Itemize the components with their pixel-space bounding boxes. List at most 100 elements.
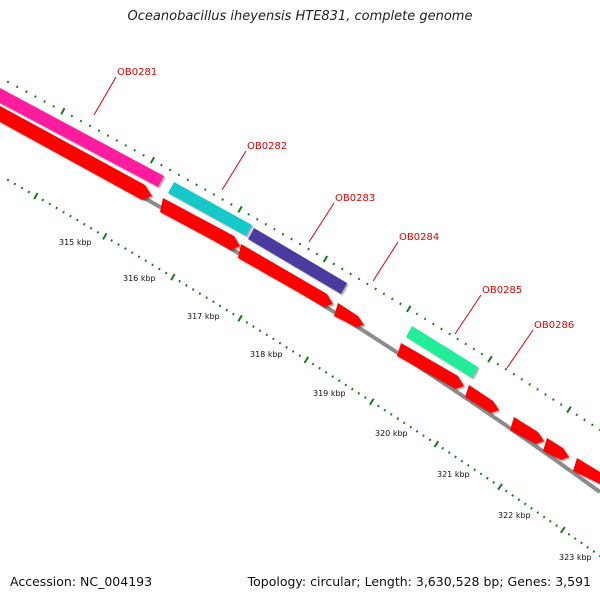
minor-tick [97, 129, 101, 133]
minor-tick [6, 178, 10, 182]
minor-tick [485, 476, 489, 480]
minor-tick [203, 188, 207, 192]
minor-tick [479, 472, 483, 476]
minor-tick [13, 182, 17, 186]
minor-tick [441, 446, 445, 450]
minor-tick [575, 413, 579, 417]
kbp-label: 318 kbp [250, 350, 283, 359]
gene-label-ob0284[interactable]: OB0284 [399, 232, 439, 243]
minor-tick [212, 193, 216, 196]
minor-tick [124, 144, 128, 147]
minor-tick [106, 134, 110, 138]
minor-tick [265, 333, 269, 337]
minor-tick [586, 545, 590, 549]
minor-tick [142, 153, 145, 157]
minor-tick [255, 217, 259, 221]
minor-tick [34, 95, 37, 99]
callout-line [93, 76, 117, 116]
minor-tick [580, 541, 583, 545]
kbp-label: 323 kbp [559, 553, 592, 562]
minor-tick [466, 464, 470, 467]
outer-tick-ring [6, 80, 600, 432]
minor-tick [366, 282, 369, 286]
minor-tick [20, 186, 24, 190]
kbp-label: 319 kbp [313, 389, 346, 398]
minor-tick [496, 362, 500, 366]
gene-label-ob0286[interactable]: OB0286 [534, 320, 574, 331]
minor-tick [218, 304, 222, 308]
inner-tick-ring [6, 178, 600, 558]
major-tick [237, 205, 243, 213]
minor-tick [383, 408, 387, 412]
minor-tick [258, 329, 262, 333]
minor-tick [551, 398, 555, 401]
minor-tick [160, 163, 163, 167]
minor-tick [96, 230, 100, 234]
minor-tick [225, 308, 229, 312]
minor-tick [48, 202, 52, 206]
minor-tick [590, 423, 594, 427]
minor-tick [110, 239, 113, 242]
minor-tick [6, 80, 10, 84]
minor-tick [130, 251, 134, 255]
gene-bar-ob0281[interactable] [0, 88, 164, 187]
minor-tick [511, 493, 515, 497]
minor-tick [592, 550, 596, 554]
minor-tick [331, 375, 335, 378]
minor-tick [363, 396, 367, 399]
minor-tick [76, 218, 79, 222]
minor-tick [555, 524, 558, 528]
cds-arrow [334, 303, 364, 327]
gene-bar-ob0285[interactable] [406, 326, 478, 378]
minor-tick [447, 451, 451, 454]
gene-label-ob0281[interactable]: OB0281 [117, 67, 157, 78]
minor-tick [27, 190, 31, 194]
minor-tick [205, 296, 208, 300]
minor-tick [340, 267, 344, 271]
minor-tick [115, 139, 119, 142]
minor-tick [307, 247, 310, 251]
minor-tick [440, 327, 443, 331]
gene-label-ob0285[interactable]: OB0285 [482, 285, 522, 296]
minor-tick [79, 119, 83, 123]
minor-tick [55, 206, 58, 210]
minor-tick [456, 337, 460, 341]
minor-tick [344, 383, 348, 387]
gene-label-ob0283[interactable]: OB0283 [335, 193, 375, 204]
cds-arrow [397, 343, 464, 389]
gene-bar-ob0283[interactable] [248, 228, 347, 294]
minor-tick [517, 498, 521, 502]
gene-bar-ob0282[interactable] [168, 182, 252, 236]
minor-tick [473, 468, 477, 472]
genome-backbone [0, 116, 600, 494]
accession-text: Accession: NC_004193 [10, 574, 153, 589]
minor-tick [573, 537, 577, 540]
major-tick [237, 314, 243, 322]
callout-line [221, 150, 247, 191]
minor-tick [390, 297, 394, 301]
major-tick [433, 440, 440, 448]
minor-tick [520, 377, 524, 381]
minor-tick [247, 212, 250, 216]
minor-tick [492, 481, 496, 484]
minor-tick [185, 283, 188, 287]
major-tick [170, 273, 176, 281]
minor-tick [158, 267, 161, 271]
kbp-label: 315 kbp [59, 238, 92, 247]
major-tick [322, 255, 329, 263]
minor-tick [544, 393, 547, 396]
major-tick [487, 355, 493, 363]
minor-tick [52, 104, 56, 108]
minor-tick [389, 413, 393, 416]
minor-tick [25, 90, 28, 94]
gene-label-ob0282[interactable]: OB0282 [247, 141, 287, 152]
minor-tick [332, 262, 336, 266]
cds-arrow [510, 417, 544, 444]
callout-line [506, 329, 534, 369]
minor-tick [448, 332, 451, 336]
minor-tick [464, 342, 468, 346]
minor-tick [137, 255, 141, 259]
major-tick [566, 406, 572, 414]
minor-tick [399, 302, 402, 306]
